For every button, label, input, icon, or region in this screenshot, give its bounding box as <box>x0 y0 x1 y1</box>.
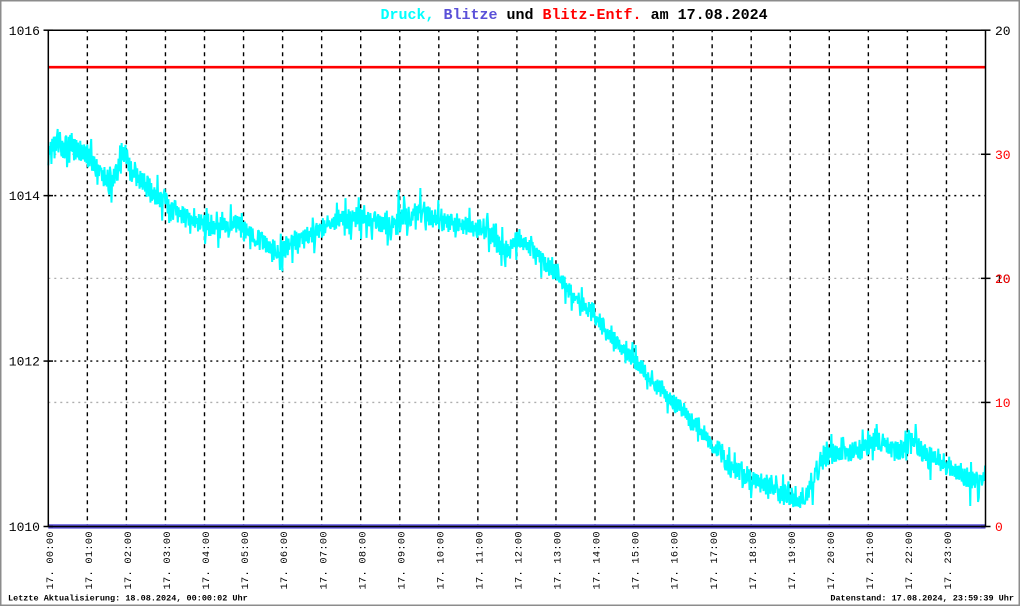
svg-text:Druck, Blitze und Blitz-Entf.: Druck, Blitze und Blitz-Entf. am 17.08.2… <box>381 7 768 24</box>
svg-text:17. 15:00: 17. 15:00 <box>631 531 643 589</box>
svg-text:17. 05:00: 17. 05:00 <box>240 531 252 589</box>
svg-text:17. 03:00: 17. 03:00 <box>162 531 174 589</box>
svg-text:17. 13:00: 17. 13:00 <box>553 531 565 589</box>
svg-text:10: 10 <box>995 396 1011 411</box>
svg-text:1012: 1012 <box>9 355 40 370</box>
svg-text:17. 01:00: 17. 01:00 <box>84 531 96 589</box>
svg-text:17. 19:00: 17. 19:00 <box>787 531 799 589</box>
svg-text:20: 20 <box>995 24 1011 39</box>
svg-text:17. 08:00: 17. 08:00 <box>357 531 369 589</box>
svg-text:17. 16:00: 17. 16:00 <box>670 531 682 589</box>
svg-text:17. 10:00: 17. 10:00 <box>435 531 447 589</box>
svg-text:17. 00:00: 17. 00:00 <box>45 531 57 589</box>
svg-text:17. 21:00: 17. 21:00 <box>865 531 877 589</box>
svg-text:1014: 1014 <box>9 189 40 204</box>
svg-text:17. 09:00: 17. 09:00 <box>396 531 408 589</box>
svg-text:Letzte Aktualisierung: 18.08.2: Letzte Aktualisierung: 18.08.2024, 00:00… <box>8 594 248 604</box>
svg-text:1010: 1010 <box>9 520 40 535</box>
svg-text:0: 0 <box>995 520 1003 535</box>
svg-text:17. 14:00: 17. 14:00 <box>592 531 604 589</box>
svg-text:17. 07:00: 17. 07:00 <box>318 531 330 589</box>
svg-text:17. 18:00: 17. 18:00 <box>748 531 760 589</box>
svg-text:10: 10 <box>995 272 1011 287</box>
svg-text:17. 11:00: 17. 11:00 <box>474 531 486 589</box>
svg-text:17. 17:00: 17. 17:00 <box>709 531 721 589</box>
svg-text:17. 20:00: 17. 20:00 <box>826 531 838 589</box>
svg-text:17. 22:00: 17. 22:00 <box>904 531 916 589</box>
svg-text:17. 02:00: 17. 02:00 <box>123 531 135 589</box>
svg-text:17. 06:00: 17. 06:00 <box>279 531 291 589</box>
svg-text:Datenstand: 17.08.2024, 23:59:: Datenstand: 17.08.2024, 23:59:39 Uhr <box>830 594 1014 604</box>
svg-text:17. 12:00: 17. 12:00 <box>514 531 526 589</box>
svg-text:17. 04:00: 17. 04:00 <box>201 531 213 589</box>
svg-text:20: 20 <box>995 272 1011 287</box>
svg-text:30: 30 <box>995 148 1011 163</box>
svg-text:1016: 1016 <box>9 24 40 39</box>
svg-text:17. 23:00: 17. 23:00 <box>943 531 955 589</box>
